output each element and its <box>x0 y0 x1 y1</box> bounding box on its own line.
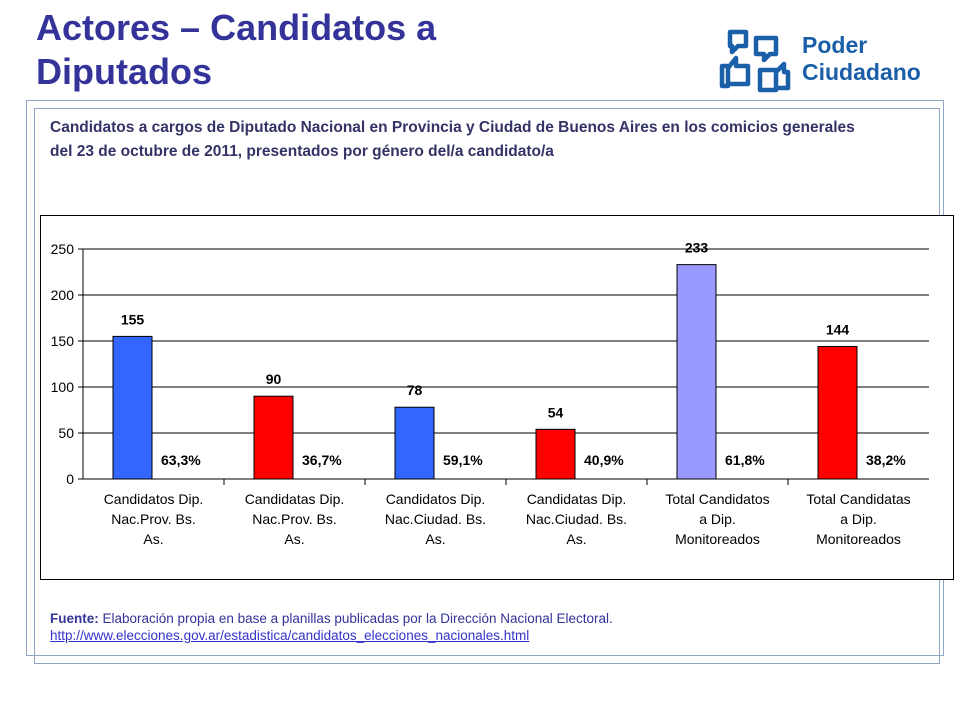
percent-label: 38,2% <box>866 452 906 468</box>
y-tick-label: 50 <box>58 425 74 441</box>
percent-label: 40,9% <box>584 452 624 468</box>
y-tick-label: 0 <box>66 471 74 487</box>
category-label: a Dip. <box>840 511 877 527</box>
source-note: Fuente: Elaboración propia en base a pla… <box>50 610 930 644</box>
category-label: Nac.Prov. Bs. <box>252 511 337 527</box>
y-tick-label: 150 <box>51 333 75 349</box>
category-label: Monitoreados <box>816 531 901 547</box>
category-label: Total Candidatos <box>665 491 769 507</box>
bar-chart: 0 50 100 150 200 250 155 63,3% Candidatos Dip. Na… <box>40 215 954 580</box>
speech-bubbles-thumbs-icon <box>719 29 791 93</box>
category-label: Nac.Ciudad. Bs. <box>526 511 627 527</box>
logo-line-1: Poder <box>802 32 868 58</box>
category-label: Candidatos Dip. <box>386 491 486 507</box>
category-label: As. <box>284 531 304 547</box>
category-label: Nac.Ciudad. Bs. <box>385 511 486 527</box>
category-label: a Dip. <box>699 511 736 527</box>
bar <box>817 346 858 480</box>
percent-label: 63,3% <box>161 452 201 468</box>
bar-value-label: 90 <box>266 371 282 387</box>
percent-label: 59,1% <box>443 452 483 468</box>
page-title: Actores – Candidatos a Diputados <box>36 7 437 92</box>
bar <box>535 428 576 480</box>
chart-svg: 0 50 100 150 200 250 155 63,3% Candidatos Dip. Na… <box>51 240 929 547</box>
bar-value-label: 155 <box>121 311 145 327</box>
source-link[interactable]: http://www.elecciones.gov.ar/estadistica… <box>50 628 530 643</box>
bar-value-label: 54 <box>548 404 564 420</box>
bar <box>253 395 294 480</box>
source-label: Fuente: <box>50 611 99 626</box>
percent-label: 61,8% <box>725 452 765 468</box>
logo-line-2: Ciudadano <box>802 59 921 85</box>
percent-label: 36,7% <box>302 452 342 468</box>
category-label: Candidatas Dip. <box>245 491 345 507</box>
category-label: Nac.Prov. Bs. <box>111 511 196 527</box>
y-tick-label: 200 <box>51 287 75 303</box>
source-text: Elaboración propia en base a planillas p… <box>98 611 613 626</box>
y-tick-label: 250 <box>51 241 75 257</box>
category-label: As. <box>425 531 445 547</box>
category-label: As. <box>143 531 163 547</box>
bar-value-label: 144 <box>826 322 850 338</box>
category-label: Candidatos Dip. <box>104 491 204 507</box>
bar-value-label: 78 <box>407 382 423 398</box>
bar <box>394 406 435 480</box>
category-label: Total Candidatas <box>806 491 910 507</box>
bar <box>112 335 153 480</box>
category-label: Candidatas Dip. <box>527 491 627 507</box>
category-label: As. <box>566 531 586 547</box>
y-tick-label: 100 <box>51 379 75 395</box>
poder-ciudadano-logo: Poder Ciudadano <box>716 26 936 96</box>
bar <box>676 264 717 480</box>
chart-subtitle: Candidatos a cargos de Diputado Nacional… <box>50 119 855 160</box>
bar-value-label: 233 <box>685 240 709 256</box>
category-label: Monitoreados <box>675 531 760 547</box>
